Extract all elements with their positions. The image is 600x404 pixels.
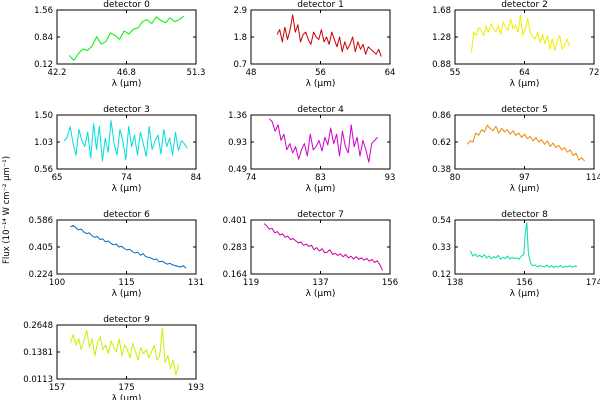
detector-1-y-tick-label: 0.7 [233,60,247,70]
detector-0-y-tick-label: 0.12 [34,60,53,70]
detector-6-x-tick-label: 131 [188,278,204,288]
detector-6-y-tick-label: 0.405 [29,243,53,253]
detector-8-x-tick-label: 174 [586,278,600,288]
detector-9-series-line [70,327,180,376]
detector-1-plot-frame [250,9,391,65]
detector-7-x-tick-label: 137 [312,278,328,288]
detector-6-x-axis-label: λ (μm) [112,289,142,299]
detector-7-x-tick-label: 156 [382,278,398,288]
detector-5-x-tick-label: 114 [586,173,600,183]
detector-6-series-line [70,224,187,269]
detector-7-y-tick-label: 0.401 [223,216,247,226]
figure-y-axis-label: Flux (10⁻¹⁴ W cm⁻² μm⁻¹) [2,156,12,264]
detector-1-x-tick-label: 56 [315,68,326,78]
detector-4-title: detector 4 [297,105,344,115]
detector-2-y-tick-label: 0.88 [432,60,451,70]
detector-7-x-tick-label: 119 [243,278,259,288]
detector-0-y-tick-label: 1.56 [34,6,53,16]
detector-2-title: detector 2 [501,0,548,10]
detector-5-y-tick-label: 0.86 [432,111,451,121]
detector-3-series-line [63,120,188,162]
detector-1-y-tick-label: 1.8 [233,33,247,43]
detector-8-y-tick-label: 0.54 [432,216,451,226]
detector-0-plot-frame [56,9,197,65]
detector-4-series-line [268,118,378,163]
detector-3-x-axis-label: λ (μm) [112,184,142,194]
detector-3-title: detector 3 [103,105,150,115]
detector-8-y-tick-label: 0.33 [432,243,451,253]
detector-2-x-tick-label: 55 [450,68,461,78]
detector-4-x-tick-label: 93 [385,173,396,183]
detector-8-title: detector 8 [501,210,548,220]
detector-3-x-tick-label: 84 [191,173,202,183]
detector-2-y-tick-label: 1.68 [432,6,451,16]
detector-0-x-axis-label: λ (μm) [112,79,142,89]
detector-0-x-tick-label: 46.8 [117,68,136,78]
detector-4-x-axis-label: λ (μm) [306,184,336,194]
detector-2-x-tick-label: 72 [589,68,600,78]
detector-4-y-tick-label: 0.93 [228,138,247,148]
detector-0-x-tick-label: 51.3 [187,68,206,78]
detector-2-x-axis-label: λ (μm) [510,79,540,89]
detector-9-y-tick-label: 0.1381 [23,348,53,358]
detector-9-y-tick-label: 0.0113 [23,375,53,385]
detector-8-x-tick-label: 138 [447,278,463,288]
detector-6-y-tick-label: 0.586 [29,216,53,226]
detector-1-x-tick-label: 64 [385,68,396,78]
detector-7-y-tick-label: 0.164 [223,270,247,280]
detector-0-series-line [68,15,185,61]
detector-3-y-tick-label: 0.56 [34,165,53,175]
detector-3-y-tick-label: 1.03 [34,138,53,148]
detector-9-title: detector 9 [103,315,150,325]
detector-4-y-tick-label: 0.49 [228,165,247,175]
detector-5-y-tick-label: 0.38 [432,165,451,175]
detector-1-x-axis-label: λ (μm) [306,79,336,89]
detector-7-series-line [263,223,383,271]
detector-6-x-tick-label: 115 [118,278,134,288]
detector-1-series-line [276,14,382,57]
detector-4-x-tick-label: 74 [246,173,257,183]
detector-4-x-tick-label: 83 [315,173,326,183]
detector-2-x-tick-label: 64 [519,68,530,78]
detector-5-x-tick-label: 80 [450,173,461,183]
detector-3-y-tick-label: 1.50 [34,111,53,121]
detector-7-x-axis-label: λ (μm) [306,289,336,299]
detector-1-y-tick-label: 2.9 [233,6,247,16]
detector-5-series-line [466,124,585,162]
detector-0-y-tick-label: 0.84 [34,33,53,43]
detector-1-title: detector 1 [297,0,344,10]
detector-8-y-tick-label: 0.12 [432,270,451,280]
detector-7-y-tick-label: 0.283 [223,243,247,253]
detector-5-title: detector 5 [501,105,548,115]
detector-3-x-tick-label: 65 [52,173,63,183]
detector-8-series-line [469,222,578,269]
detector-9-x-tick-label: 193 [188,383,204,393]
detector-8-x-tick-label: 156 [516,278,532,288]
detector-3-x-tick-label: 74 [121,173,132,183]
detector-5-plot-frame [454,114,595,170]
detector-5-x-axis-label: λ (μm) [510,184,540,194]
detector-2-plot-frame [454,9,595,65]
detector-0-title: detector 0 [103,0,150,10]
detector-0-x-tick-label: 42.2 [48,68,67,78]
detector-4-y-tick-label: 1.36 [228,111,247,121]
detector-6-x-tick-label: 100 [49,278,65,288]
detector-5-x-tick-label: 97 [519,173,530,183]
detector-9-x-tick-label: 175 [118,383,134,393]
detector-9-x-axis-label: λ (μm) [112,394,142,400]
detector-2-y-tick-label: 1.28 [432,33,451,43]
detector-9-y-tick-label: 0.2648 [23,321,53,331]
detector-2-series-line [470,14,570,53]
detector-9-x-tick-label: 157 [49,383,65,393]
detector-5-y-tick-label: 0.62 [432,138,451,148]
detector-6-y-tick-label: 0.224 [29,270,53,280]
detector-7-title: detector 7 [297,210,344,220]
detector-8-x-axis-label: λ (μm) [510,289,540,299]
detector-1-x-tick-label: 48 [246,68,257,78]
detector-6-title: detector 6 [103,210,150,220]
